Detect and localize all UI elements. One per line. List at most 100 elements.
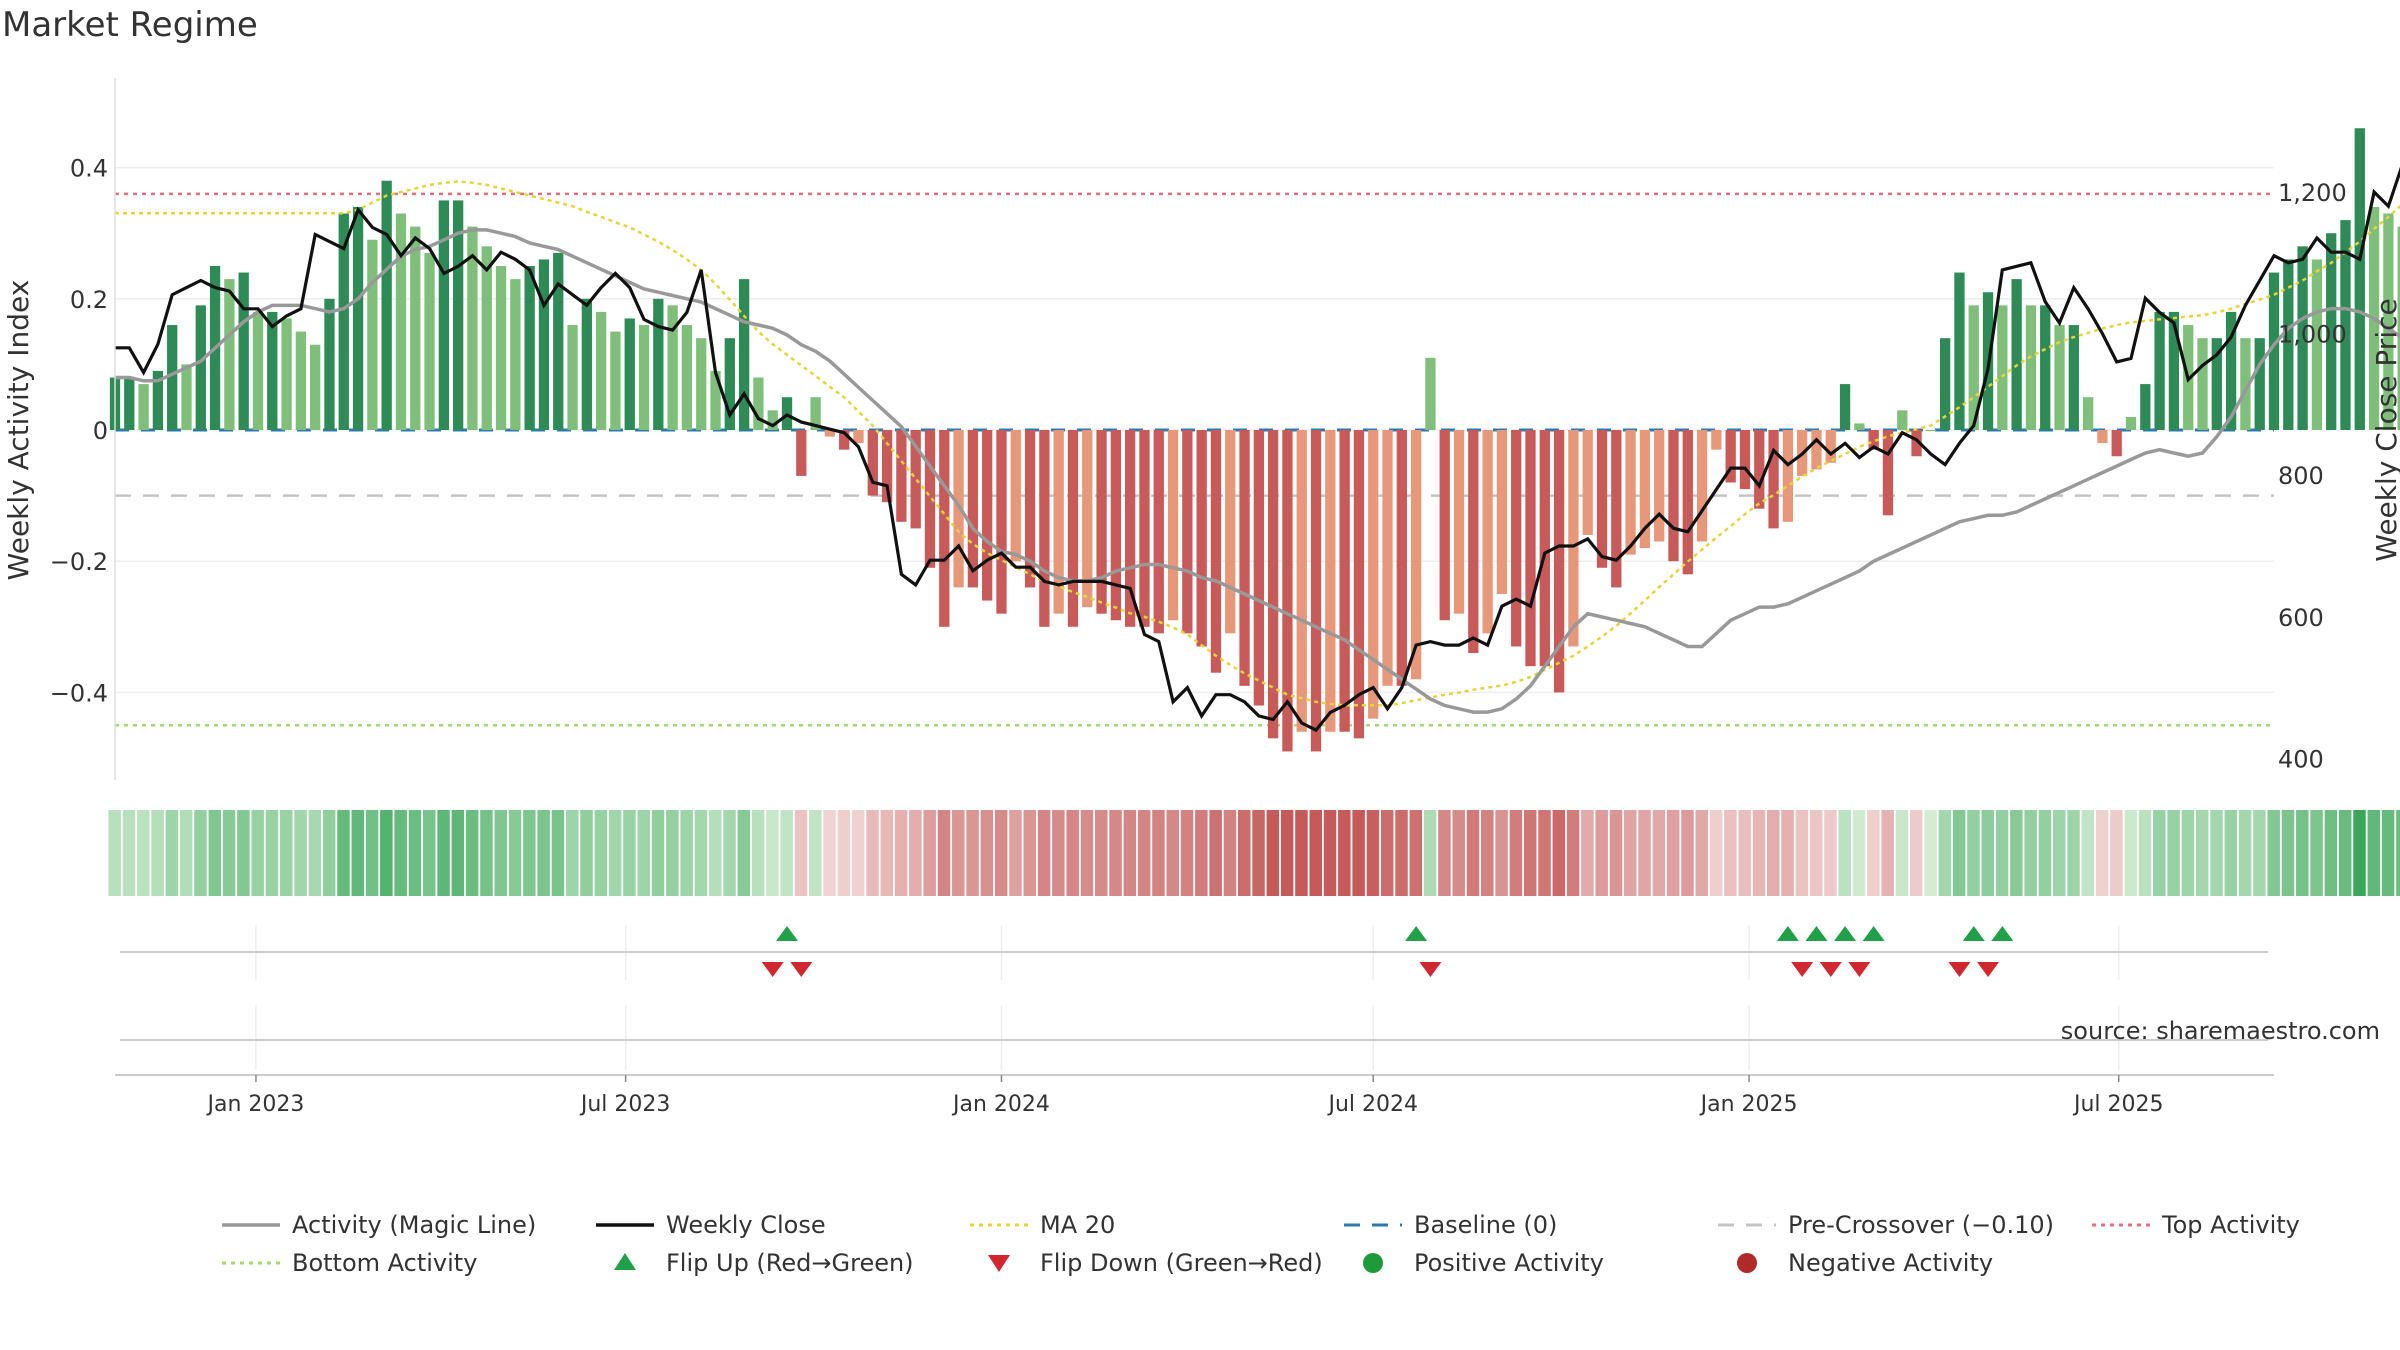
activity-bar [1396,430,1407,686]
activity-bar [267,311,278,430]
legend-item: Flip Down (Green→Red) [988,1249,1323,1277]
heat-cell [866,810,879,896]
flip-down-marker [1948,962,1971,977]
heat-cell [2367,810,2381,896]
activity-bar [367,239,378,430]
heat-cell [680,810,693,896]
heat-cell [2381,810,2395,896]
heat-cell [1023,810,1037,896]
activity-bar [424,252,435,430]
heat-cell [1266,810,1280,896]
heat-cell [1066,810,1079,896]
activity-bar [1353,430,1365,739]
heat-cell [1338,810,1351,896]
heat-cell [2353,810,2366,896]
axes: 0.4 0.2 0 −0.2 −0.4 1,200 1,000 800 600 400 [50,78,2347,780]
activity-bar [2283,259,2294,430]
heat-cell [708,810,722,896]
y2-axis-label: Weekly Close Price [2370,298,2400,561]
heat-cell [2267,810,2280,896]
heat-cell [1767,810,1780,896]
activity-bar [1410,430,1422,680]
activity-bar [1282,430,1293,752]
heat-cell [1009,810,1022,896]
activity-bar [1854,423,1865,430]
heat-cell [122,810,136,896]
heat-cell [751,810,765,896]
heat-cell [694,810,708,896]
activity-bar [667,305,678,430]
activity-bar [2311,259,2323,430]
activity-bar [581,298,592,430]
activity-bar [167,325,178,430]
heat-cell [1095,810,1108,896]
heat-cell [2396,810,2400,896]
activity-bar [1625,430,1636,555]
activity-bar [2140,384,2151,430]
activity-bar [195,305,206,430]
activity-bar [152,370,164,430]
activity-heat-strip [108,810,2400,896]
legend-item: Bottom Activity [222,1249,477,1277]
activity-bar [1267,430,1279,739]
activity-bar [1882,430,1894,516]
activity-bar [2025,305,2037,430]
heat-cell [2067,810,2080,896]
flip-up-marker [1991,926,2014,941]
heat-cell [2024,810,2037,896]
activity-bar [1539,430,1550,667]
activity-bar [1082,430,1093,608]
activity-bar [2111,430,2122,457]
heat-cell [966,810,979,896]
activity-bar [124,377,135,430]
activity-bar [1725,430,1736,483]
legend-item: Positive Activity [1363,1249,1604,1277]
activity-bar [881,430,893,503]
activity-bar [410,226,421,430]
activity-bar [1382,430,1393,686]
heat-cell [909,810,922,896]
legend-label: Pre-Crossover (−0.10) [1788,1211,2054,1239]
heat-cell [1967,810,1980,896]
heat-cell [1781,810,1794,896]
activity-bar [1182,430,1193,634]
activity-bar [2383,213,2394,430]
activity-bar [1668,430,1679,562]
activity-bar [796,430,807,476]
flip-up-marker [1834,926,1857,941]
heat-cell [1752,810,1766,896]
heat-cell [1952,810,1966,896]
legend-item: Negative Activity [1737,1249,1993,1277]
heat-cell [2081,810,2095,896]
activity-bar [724,338,735,430]
flip-up-marker [1805,926,1828,941]
activity-bar [681,325,693,430]
heat-cell [2095,810,2109,896]
legend-item: MA 20 [970,1211,1115,1239]
heat-cell [637,810,650,896]
activity-bar [696,338,707,430]
activity-bar [1139,430,1150,627]
legend-label: Baseline (0) [1414,1211,1557,1239]
legend-item: Pre-Crossover (−0.10) [1718,1211,2054,1239]
activity-bar [1325,430,1336,732]
activity-bar [1682,430,1693,575]
heat-cell [1895,810,1909,896]
heat-cell [423,810,436,896]
heat-cell [1809,810,1823,896]
activity-bar [2040,305,2051,430]
heat-cell [137,810,150,896]
activity-bar [1496,430,1508,594]
heat-cell [237,810,250,896]
activity-bar [338,213,349,430]
heat-cell [2181,810,2195,896]
heat-cell [222,810,236,896]
flip-down-marker [1791,962,1814,977]
activity-bar [2326,233,2337,430]
activity-bar [967,430,979,588]
heat-cell [623,810,636,896]
flip-down-marker [1419,962,1442,977]
heat-cell [2238,810,2252,896]
heat-cell [1938,810,1952,896]
